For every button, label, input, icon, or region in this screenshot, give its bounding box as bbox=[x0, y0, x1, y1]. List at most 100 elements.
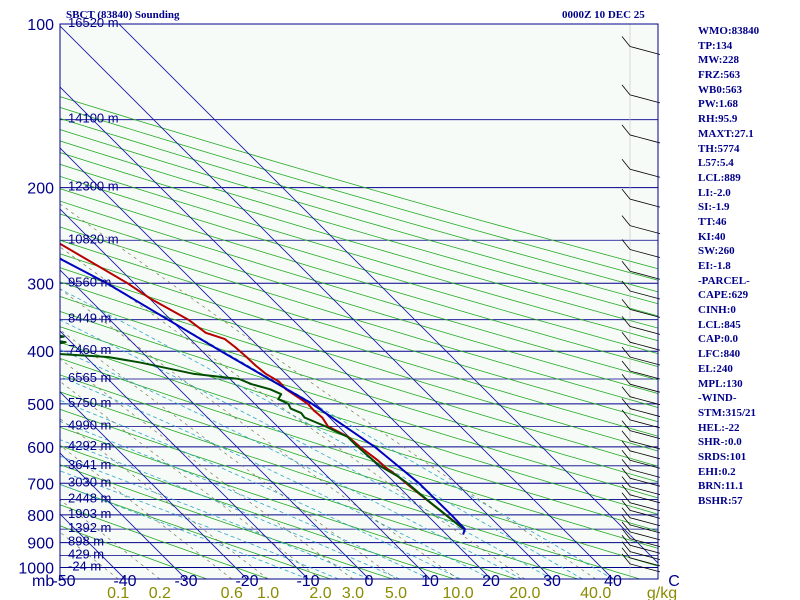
station-title: SBCT (83840) Sounding bbox=[66, 9, 180, 21]
mixing-ratio-line bbox=[60, 444, 233, 579]
wind-barb-feather bbox=[621, 260, 631, 272]
pressure-tick-label: 400 bbox=[27, 344, 54, 361]
mixing-ratio-label: 2.0 bbox=[309, 585, 331, 600]
pressure-tick-label: 800 bbox=[27, 508, 54, 525]
wind-barbs bbox=[621, 24, 661, 579]
mixing-ratio-label: 20.0 bbox=[509, 585, 540, 600]
temperature-tick-label: -20 bbox=[235, 573, 258, 590]
isotherm-line bbox=[60, 147, 492, 579]
valid-time: 0000Z 10 DEC 25 bbox=[562, 9, 645, 21]
wind-barb bbox=[629, 383, 661, 393]
mixing-ratio-labels: 0.1 0.2 0.6 1.0 2.0 3.0 5.0 10.0 20.0 40.0 g/kg bbox=[107, 585, 677, 600]
dry-adiabat-line bbox=[60, 408, 579, 579]
sounding-indices-panel: WMO:83840 TP:134 MW:228 FRZ:563 WB0:563 PW:1.… bbox=[698, 24, 798, 509]
wind-barb-feather bbox=[621, 476, 631, 487]
stat-line: -PARCEL- bbox=[698, 274, 750, 287]
dry-adiabat-line bbox=[60, 175, 658, 354]
stat-line: STM:315/21 bbox=[698, 406, 757, 419]
pressure-tick-label: 200 bbox=[27, 181, 54, 198]
stat-line: CAP:0.0 bbox=[698, 333, 739, 346]
stat-line: LFC:840 bbox=[698, 348, 741, 361]
height-label: 898 m bbox=[68, 534, 104, 549]
wind-barb-feather bbox=[621, 459, 631, 470]
temperature-tick-label: 30 bbox=[543, 573, 561, 590]
height-label: -24 m bbox=[68, 558, 101, 573]
dry-adiabat-line bbox=[60, 226, 658, 408]
wind-barb bbox=[629, 308, 661, 318]
pressure-tick-labels: 100 200 300 400 500 600 700 800 900 1000 bbox=[18, 17, 54, 577]
moist-adiabat-line bbox=[60, 349, 522, 579]
dewpoint-trace bbox=[60, 334, 465, 530]
wind-barb-feather bbox=[621, 553, 631, 565]
stat-line: SI:-1.9 bbox=[698, 201, 730, 214]
stat-line: -WIND- bbox=[698, 392, 737, 405]
plot-border bbox=[59, 23, 659, 580]
mixing-ratio-label: 10.0 bbox=[443, 585, 474, 600]
height-label: 8449 m bbox=[68, 311, 111, 326]
dry-adiabat-line bbox=[60, 96, 658, 270]
sounding-traces bbox=[60, 242, 466, 535]
wind-barb-feather bbox=[621, 280, 631, 292]
stat-line: EI:-1.8 bbox=[698, 260, 731, 272]
moist-adiabats bbox=[60, 257, 614, 579]
isotherm-line bbox=[60, 391, 248, 579]
dry-adiabat-line bbox=[60, 200, 658, 381]
wind-barb bbox=[629, 563, 661, 573]
wind-barb-feather bbox=[621, 331, 631, 343]
wind-barb bbox=[629, 477, 661, 487]
wind-barb-feather bbox=[621, 547, 631, 559]
wind-barb-feather bbox=[621, 84, 631, 96]
temperature-tick-label: -40 bbox=[113, 573, 136, 590]
wind-barb-feather bbox=[621, 158, 631, 170]
wind-barb-feather bbox=[621, 316, 631, 327]
height-label: 3641 m bbox=[68, 457, 111, 472]
wind-barb bbox=[629, 531, 661, 541]
wind-barb-feather bbox=[621, 398, 631, 409]
stat-line: MPL:130 bbox=[698, 377, 743, 390]
height-label: 4990 m bbox=[68, 417, 111, 432]
isotherm-line bbox=[60, 86, 553, 579]
wind-barb-feather bbox=[621, 373, 631, 385]
wind-barb bbox=[629, 509, 661, 519]
wind-barb bbox=[629, 551, 661, 561]
dry-adiabat-line bbox=[60, 374, 658, 567]
pressure-tick-label: 700 bbox=[27, 476, 54, 493]
stat-line: WMO:83840 bbox=[698, 25, 760, 37]
wind-barb bbox=[629, 408, 661, 417]
wind-barb bbox=[629, 517, 661, 527]
wind-barb-feather bbox=[621, 420, 631, 431]
temperature-tick-label: -10 bbox=[296, 573, 319, 590]
isotherm-lines bbox=[60, 24, 658, 579]
mixing-ratio-label: 3.0 bbox=[342, 585, 364, 600]
wind-barb-feather bbox=[621, 507, 631, 518]
wind-barb-feather bbox=[621, 409, 631, 421]
wind-barb-feather bbox=[621, 521, 631, 533]
wind-barb-feather bbox=[621, 467, 631, 479]
height-label: 12300 m bbox=[68, 179, 119, 194]
temperature-tick-label: 40 bbox=[604, 573, 622, 590]
dry-adiabat-line bbox=[60, 140, 658, 317]
wind-barb bbox=[629, 494, 661, 504]
wind-barb-feather bbox=[621, 360, 631, 372]
dry-adiabat-line bbox=[60, 118, 658, 293]
height-label: 429 m bbox=[68, 546, 104, 561]
wind-barb-feather bbox=[621, 541, 631, 552]
wind-barb bbox=[629, 419, 661, 429]
wind-barb-feather bbox=[621, 299, 631, 310]
dry-adiabat-line bbox=[60, 281, 658, 467]
wind-barb-feather bbox=[621, 215, 631, 226]
x-axis-unit-label: C bbox=[668, 573, 680, 590]
stat-line: BRN:11.1 bbox=[698, 480, 744, 493]
dry-adiabat-line bbox=[60, 326, 658, 515]
mixing-ratio-line bbox=[60, 358, 354, 579]
stat-line: CAPE:629 bbox=[698, 289, 749, 302]
wind-barb bbox=[629, 557, 661, 567]
mixing-ratio-label: 0.2 bbox=[149, 585, 171, 600]
stat-line: RH:95.9 bbox=[698, 113, 738, 126]
wind-barb bbox=[629, 356, 661, 366]
pressure-tick-label: 1000 bbox=[18, 560, 54, 577]
wind-barb bbox=[629, 198, 661, 208]
isotherm-line bbox=[60, 269, 370, 579]
height-label: 3030 m bbox=[68, 474, 111, 489]
